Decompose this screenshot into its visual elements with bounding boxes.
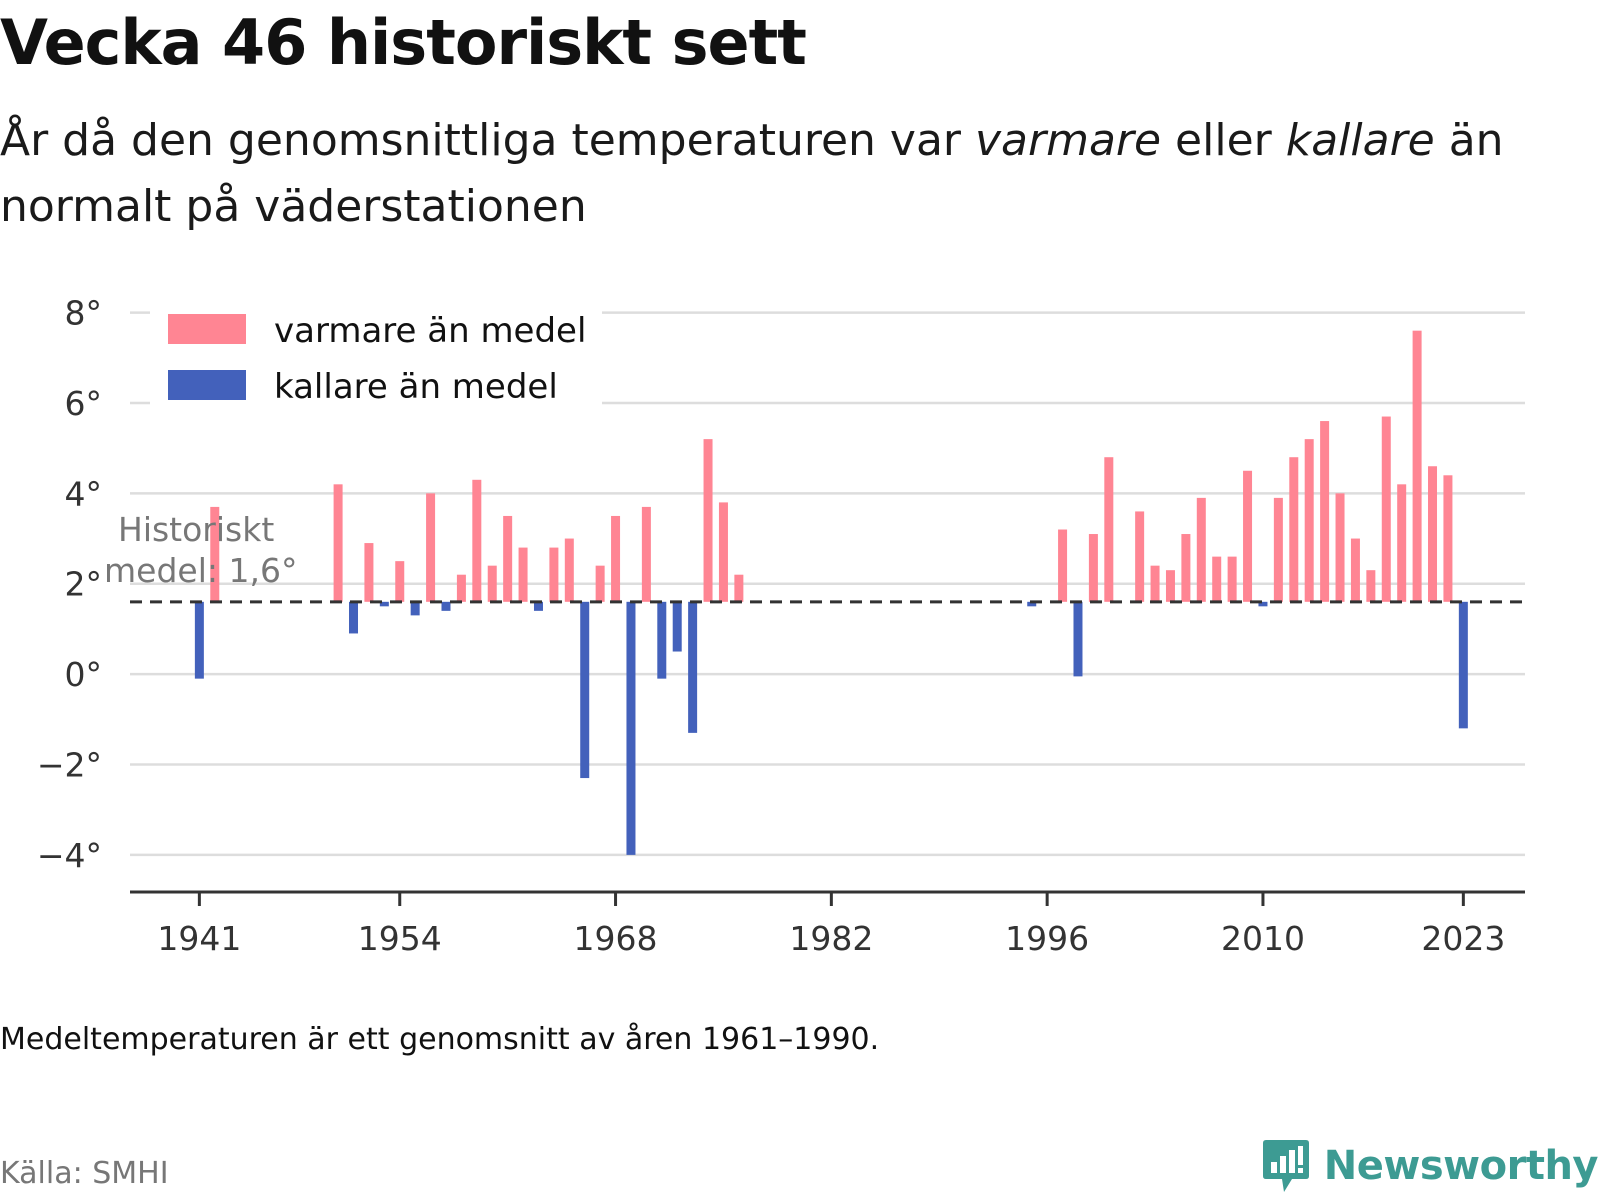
bar-1974 bbox=[703, 439, 713, 602]
bar-2023 bbox=[1458, 601, 1468, 729]
bar-2004 bbox=[1165, 570, 1175, 602]
x-tick-label: 1982 bbox=[789, 919, 873, 958]
bar-1953 bbox=[379, 601, 389, 607]
legend-swatch-cold bbox=[168, 370, 246, 400]
legend-swatch-warm bbox=[168, 314, 246, 344]
bar-1998 bbox=[1073, 601, 1083, 677]
bar-1950 bbox=[333, 484, 343, 602]
bar-1961 bbox=[503, 515, 513, 602]
baseline-annotation-line1: Historiskt bbox=[118, 510, 274, 549]
bar-1941 bbox=[194, 601, 204, 679]
y-tick-label: −4° bbox=[37, 836, 102, 875]
x-tick-label: 1954 bbox=[358, 919, 442, 958]
baseline-annotation: Historiskt medel: 1,6° bbox=[104, 510, 297, 590]
bar-2010 bbox=[1258, 601, 1268, 607]
brand-logo: Newsworthy bbox=[1262, 1138, 1599, 1194]
source-credit: Källa: SMHI bbox=[0, 1156, 169, 1191]
bar-2000 bbox=[1104, 457, 1114, 602]
bar-2018 bbox=[1381, 416, 1391, 602]
bar-1970 bbox=[641, 506, 651, 602]
x-tick-label: 1941 bbox=[157, 919, 241, 958]
bar-1942 bbox=[210, 506, 220, 602]
bar-2012 bbox=[1289, 457, 1299, 602]
bar-1975 bbox=[718, 502, 728, 602]
x-tick-label: 2023 bbox=[1421, 919, 1505, 958]
bar-chart: Historiskt medel: 1,6° −4°−2°0°2°4°6°8° … bbox=[37, 294, 1525, 958]
legend-label-warm: varmare än medel bbox=[274, 311, 586, 351]
bar-2005 bbox=[1181, 534, 1191, 602]
legend-label-cold: kallare än medel bbox=[274, 367, 558, 407]
bar-1955 bbox=[410, 601, 420, 616]
y-tick-label: 0° bbox=[65, 655, 103, 694]
bar-1954 bbox=[395, 561, 405, 602]
bar-1997 bbox=[1058, 529, 1068, 602]
x-tick-label: 1996 bbox=[1005, 919, 1089, 958]
bar-1959 bbox=[472, 479, 482, 602]
subtitle-text-2: eller bbox=[1161, 115, 1286, 166]
bar-1962 bbox=[518, 547, 528, 602]
bar-2014 bbox=[1320, 421, 1330, 602]
bar-2022 bbox=[1443, 475, 1453, 602]
bar-2013 bbox=[1304, 439, 1314, 602]
legend: varmare än medel kallare än medel bbox=[150, 308, 602, 410]
bar-1969 bbox=[626, 601, 636, 855]
bar-2011 bbox=[1273, 497, 1283, 602]
bar-2016 bbox=[1350, 538, 1360, 602]
y-tick-label: 6° bbox=[65, 384, 103, 423]
bar-1999 bbox=[1088, 534, 1098, 602]
y-tick-label: 4° bbox=[65, 474, 103, 513]
bar-1972 bbox=[672, 601, 682, 652]
baseline-annotation-line2: medel: 1,6° bbox=[104, 551, 297, 590]
bar-2015 bbox=[1335, 493, 1345, 602]
bar-2002 bbox=[1135, 511, 1145, 602]
x-tick-label: 2010 bbox=[1221, 919, 1305, 958]
bar-1976 bbox=[734, 574, 744, 602]
bar-1965 bbox=[564, 538, 574, 602]
bar-1995 bbox=[1027, 601, 1037, 607]
y-tick-label: 8° bbox=[65, 294, 103, 333]
y-tick-label: −2° bbox=[37, 746, 102, 785]
bar-1960 bbox=[487, 565, 497, 602]
bar-1951 bbox=[349, 601, 359, 634]
bar-1963 bbox=[533, 601, 543, 611]
subtitle-emphasis-warmer: varmare bbox=[974, 115, 1162, 166]
bar-1968 bbox=[611, 515, 621, 602]
bar-2008 bbox=[1227, 556, 1237, 602]
bar-2017 bbox=[1366, 570, 1376, 602]
subtitle-emphasis-colder: kallare bbox=[1285, 115, 1435, 166]
bar-2003 bbox=[1150, 565, 1160, 602]
newsworthy-logo-icon bbox=[1262, 1140, 1309, 1192]
chart-title: Vecka 46 historiskt sett bbox=[0, 6, 807, 79]
bar-2021 bbox=[1428, 466, 1438, 602]
bar-2009 bbox=[1243, 470, 1253, 602]
chart-subtitle: År då den genomsnittliga temperaturen va… bbox=[0, 108, 1560, 240]
bar-1958 bbox=[456, 574, 466, 602]
y-tick-label: 2° bbox=[65, 565, 103, 604]
brand-name: Newsworthy bbox=[1323, 1143, 1599, 1189]
x-axis: 1941 1954 1968 1982 1996 2010 2023 bbox=[130, 890, 1525, 958]
y-axis-ticks: −4° −2° 0° 2° 4° 6° 8° bbox=[37, 294, 102, 875]
bar-2020 bbox=[1412, 330, 1422, 602]
bar-1957 bbox=[441, 601, 451, 611]
bar-2019 bbox=[1397, 484, 1407, 602]
bar-1967 bbox=[595, 565, 605, 602]
bar-1973 bbox=[688, 601, 698, 733]
bar-1966 bbox=[580, 601, 590, 779]
bar-1964 bbox=[549, 547, 559, 602]
chart-note: Medeltemperaturen är ett genomsnitt av å… bbox=[0, 1022, 880, 1057]
bar-2006 bbox=[1196, 497, 1206, 602]
subtitle-text-3: än normalt på väderstationen bbox=[0, 115, 1504, 232]
bar-1952 bbox=[364, 543, 374, 602]
bar-2007 bbox=[1212, 556, 1222, 602]
subtitle-text-1: År då den genomsnittliga temperaturen va… bbox=[0, 115, 975, 166]
bar-1971 bbox=[657, 601, 667, 679]
bar-1956 bbox=[426, 493, 436, 602]
x-tick-label: 1968 bbox=[574, 919, 658, 958]
bars bbox=[194, 330, 1468, 855]
